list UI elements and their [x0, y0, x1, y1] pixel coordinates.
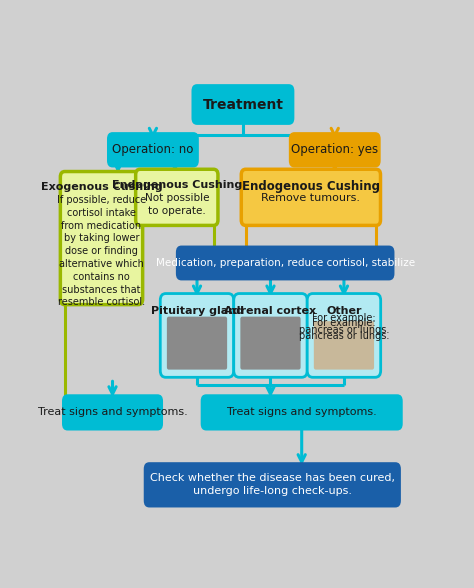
Text: Endogenous Cushing: Endogenous Cushing: [242, 180, 380, 193]
Text: Check whether the disease has been cured,
undergo life-long check-ups.: Check whether the disease has been cured…: [150, 473, 395, 496]
Text: Remove tumours.: Remove tumours.: [261, 193, 360, 203]
FancyBboxPatch shape: [144, 462, 401, 507]
FancyBboxPatch shape: [160, 293, 234, 377]
Text: Operation: yes: Operation: yes: [291, 143, 378, 156]
FancyBboxPatch shape: [107, 132, 199, 168]
FancyBboxPatch shape: [62, 395, 163, 430]
FancyBboxPatch shape: [167, 316, 227, 370]
Text: Other: Other: [326, 306, 362, 316]
FancyBboxPatch shape: [289, 132, 381, 168]
Text: For example:
pancreas or lungs.: For example: pancreas or lungs.: [299, 313, 389, 335]
Text: Operation: no: Operation: no: [112, 143, 193, 156]
Text: If possible, reduce
cortisol intake
from medication
by taking lower
dose or find: If possible, reduce cortisol intake from…: [57, 195, 146, 308]
FancyBboxPatch shape: [234, 293, 307, 377]
Text: Pituitary gland: Pituitary gland: [151, 306, 244, 316]
FancyBboxPatch shape: [241, 169, 381, 225]
Text: Treat signs and symptoms.: Treat signs and symptoms.: [37, 407, 187, 417]
FancyBboxPatch shape: [240, 316, 301, 370]
Text: Treatment: Treatment: [202, 98, 283, 112]
Text: Not possible
to operate.: Not possible to operate.: [145, 193, 209, 216]
FancyBboxPatch shape: [307, 293, 381, 377]
Text: Treat signs and symptoms.: Treat signs and symptoms.: [227, 407, 376, 417]
Text: Endogenous Cushing: Endogenous Cushing: [112, 180, 242, 190]
FancyBboxPatch shape: [314, 321, 374, 370]
FancyBboxPatch shape: [191, 84, 294, 125]
FancyBboxPatch shape: [201, 395, 403, 430]
Text: For example:
pancreas or lungs.: For example: pancreas or lungs.: [299, 319, 389, 341]
FancyBboxPatch shape: [60, 172, 143, 305]
FancyBboxPatch shape: [136, 169, 218, 225]
FancyBboxPatch shape: [176, 246, 394, 280]
Text: Exogenous Cushing: Exogenous Cushing: [41, 182, 162, 192]
Text: Adrenal cortex: Adrenal cortex: [224, 306, 317, 316]
Text: Medication, preparation, reduce cortisol, stabilize: Medication, preparation, reduce cortisol…: [155, 258, 415, 268]
